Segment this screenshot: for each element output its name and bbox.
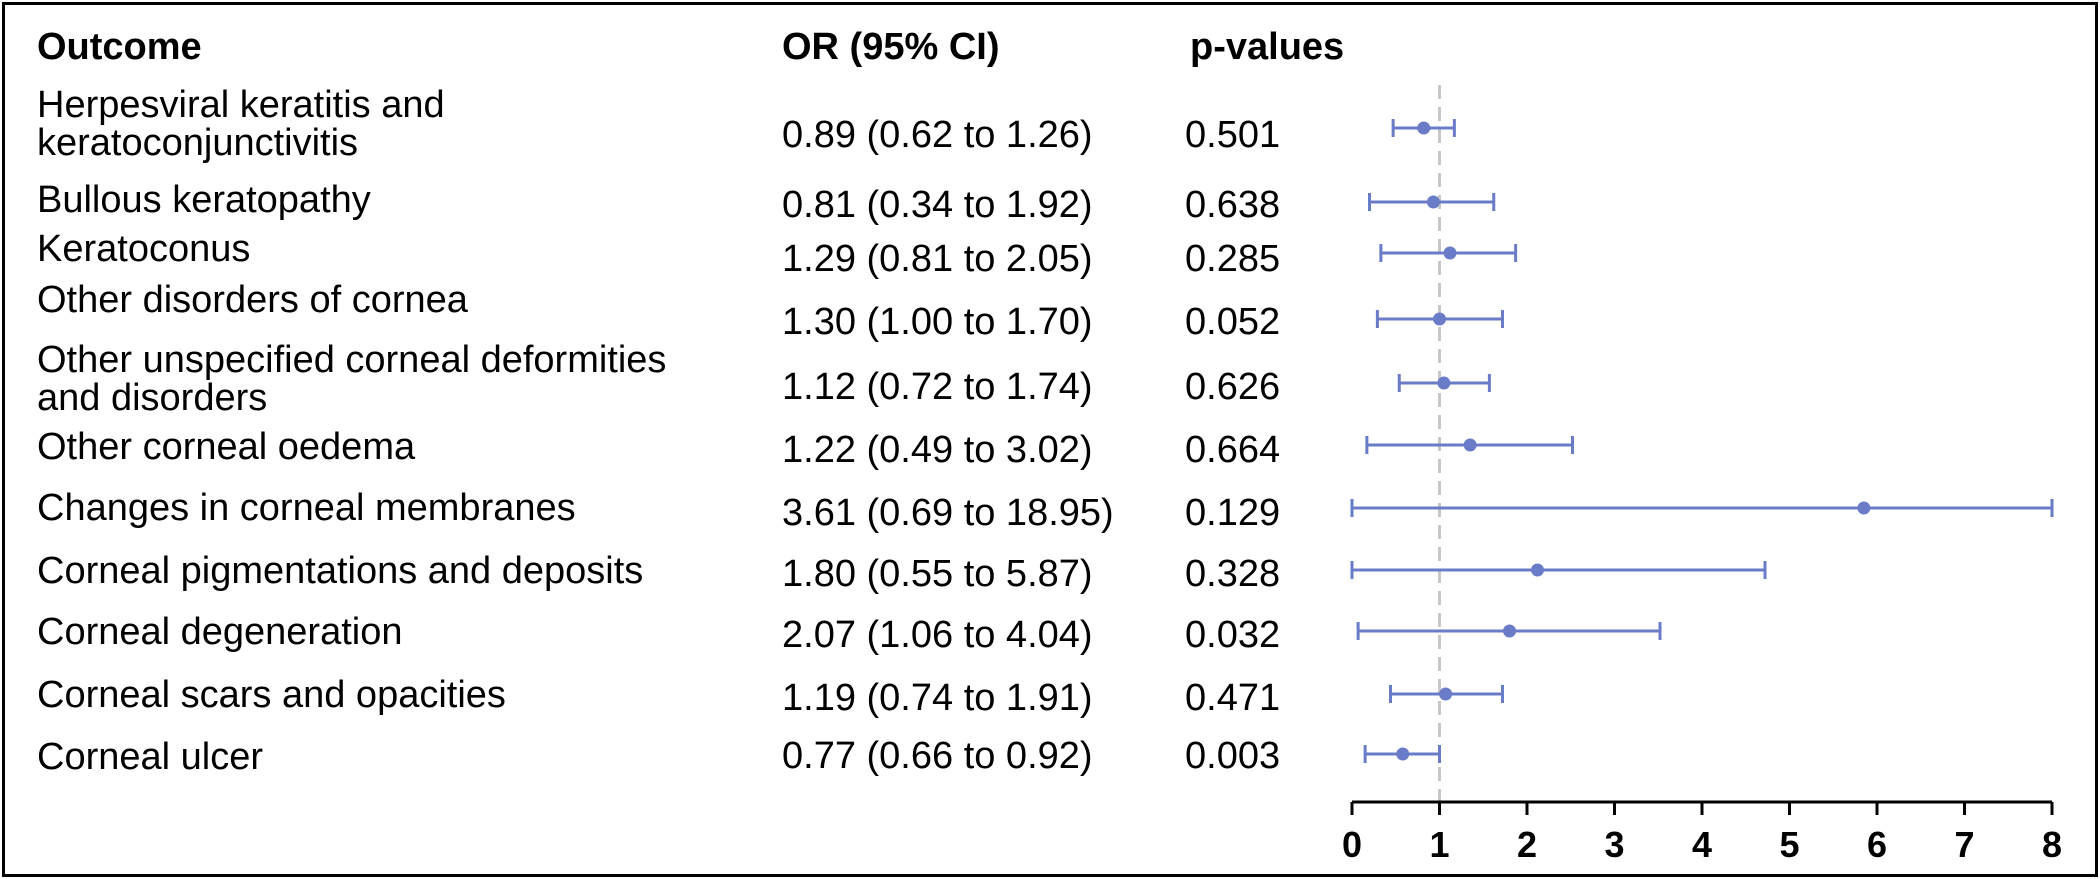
- x-tick-label: 3: [1604, 824, 1624, 865]
- estimate-point: [1396, 747, 1410, 761]
- x-tick-label: 8: [2042, 824, 2062, 865]
- header-or-ci: OR (95% CI): [782, 26, 1000, 68]
- x-tick-label: 4: [1692, 824, 1712, 865]
- p-value: 0.664: [1185, 429, 1281, 471]
- p-value: 0.501: [1185, 114, 1281, 156]
- outcome-label: Other corneal oedema: [37, 426, 416, 468]
- estimate-point: [1503, 624, 1516, 638]
- estimate-point: [1439, 687, 1453, 701]
- x-tick-label: 2: [1517, 824, 1537, 865]
- outcome-label: Keratoconus: [37, 228, 251, 270]
- or-ci-value: 0.81 (0.34 to 1.92): [782, 184, 1093, 226]
- x-tick-label: 0: [1342, 824, 1362, 865]
- estimate-point: [1463, 438, 1477, 452]
- outcome-label: Corneal pigmentations and deposits: [37, 550, 644, 592]
- outcome-label: Bullous keratopathy: [37, 179, 371, 221]
- outcome-label: and disorders: [37, 377, 268, 419]
- outcome-label: Corneal ulcer: [37, 736, 263, 778]
- p-value: 0.129: [1185, 492, 1281, 534]
- or-ci-value: 0.77 (0.66 to 0.92): [782, 735, 1093, 777]
- estimate-point: [1437, 376, 1451, 390]
- x-tick-label: 5: [1779, 824, 1799, 865]
- outcome-label: Other disorders of cornea: [37, 279, 468, 321]
- estimate-point: [1857, 501, 1871, 515]
- or-ci-value: 2.07 (1.06 to 4.04): [782, 614, 1093, 656]
- or-ci-value: 1.80 (0.55 to 5.87): [782, 553, 1093, 595]
- p-value: 0.285: [1185, 238, 1281, 280]
- estimate-point: [1426, 195, 1440, 209]
- estimate-point: [1433, 312, 1446, 326]
- x-tick-label: 1: [1429, 824, 1449, 865]
- outcome-label: Corneal degeneration: [37, 611, 403, 653]
- p-value: 0.032: [1185, 614, 1281, 656]
- outcome-label: Corneal scars and opacities: [37, 674, 506, 716]
- or-ci-value: 1.29 (0.81 to 2.05): [782, 238, 1093, 280]
- forest-plot-chart: 0 1 2 3 4 5 6 7 8: [1342, 85, 2062, 865]
- estimate-point: [1531, 563, 1544, 577]
- header-p-values: p-values: [1190, 26, 1345, 68]
- outcome-label: Herpesviral keratitis and: [37, 84, 445, 126]
- or-ci-value: 3.61 (0.69 to 18.95): [782, 492, 1114, 534]
- p-value: 0.328: [1185, 553, 1281, 595]
- or-ci-value: 1.22 (0.49 to 3.02): [782, 429, 1093, 471]
- p-value: 0.626: [1185, 366, 1281, 408]
- or-ci-value: 1.12 (0.72 to 1.74): [782, 366, 1093, 408]
- header-outcome: Outcome: [37, 26, 202, 68]
- estimate-point: [1443, 246, 1457, 260]
- outcome-label: Changes in corneal membranes: [37, 487, 576, 529]
- or-ci-value: 0.89 (0.62 to 1.26): [782, 114, 1093, 156]
- p-value: 0.471: [1185, 677, 1281, 719]
- x-tick-label: 6: [1867, 824, 1887, 865]
- or-ci-value: 1.19 (0.74 to 1.91): [782, 677, 1093, 719]
- outcome-label: keratoconjunctivitis: [37, 122, 359, 164]
- x-tick-label: 7: [1954, 824, 1974, 865]
- p-value: 0.003: [1185, 735, 1281, 777]
- outcome-label: Other unspecified corneal deformities: [37, 339, 667, 381]
- or-ci-value: 1.30 (1.00 to 1.70): [782, 301, 1093, 343]
- estimate-point: [1417, 121, 1431, 135]
- p-value: 0.638: [1185, 184, 1281, 226]
- p-value: 0.052: [1185, 301, 1281, 343]
